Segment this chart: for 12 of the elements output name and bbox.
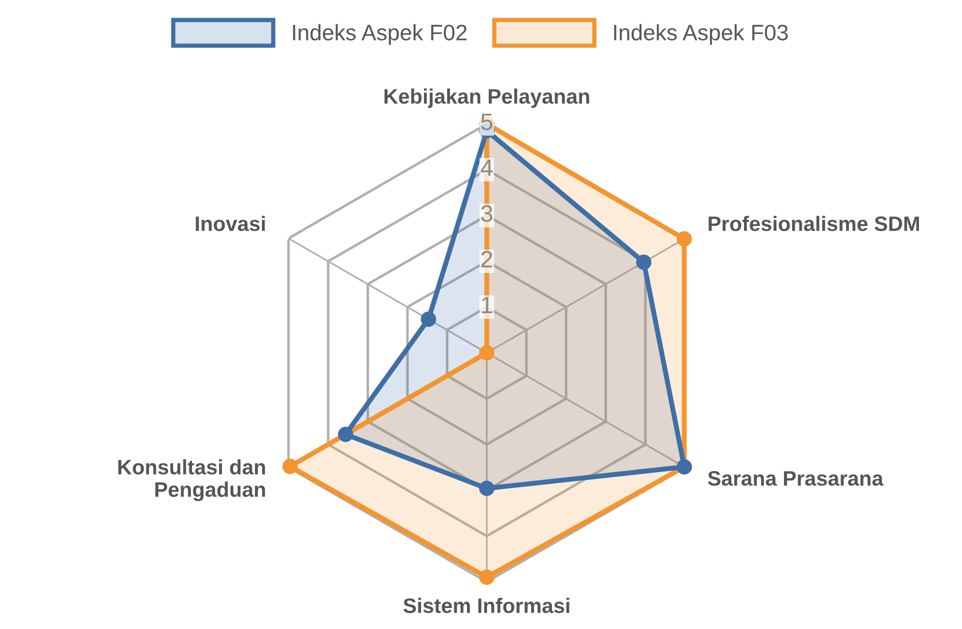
y-tick-label: 1 bbox=[482, 296, 492, 314]
y-tick-label: 3 bbox=[481, 205, 492, 222]
legend-label: Indeks Aspek F03 bbox=[614, 24, 788, 45]
legend-label: Indeks Aspek F02 bbox=[293, 24, 467, 45]
y-tick-label: 2 bbox=[481, 250, 492, 268]
y-tick-label: 4 bbox=[480, 160, 493, 176]
spoke-label: Kebijakan Pelayanan bbox=[384, 88, 590, 108]
spoke-label: Sarana Prasarana bbox=[708, 471, 884, 486]
spoke-label: Inovasi bbox=[196, 216, 265, 232]
spoke-label: Sistem Informasi bbox=[403, 598, 570, 614]
spoke-label: Konsultasi dan Pengaduan bbox=[118, 459, 265, 502]
spoke-label: Profesionalisme SDM bbox=[708, 216, 919, 232]
